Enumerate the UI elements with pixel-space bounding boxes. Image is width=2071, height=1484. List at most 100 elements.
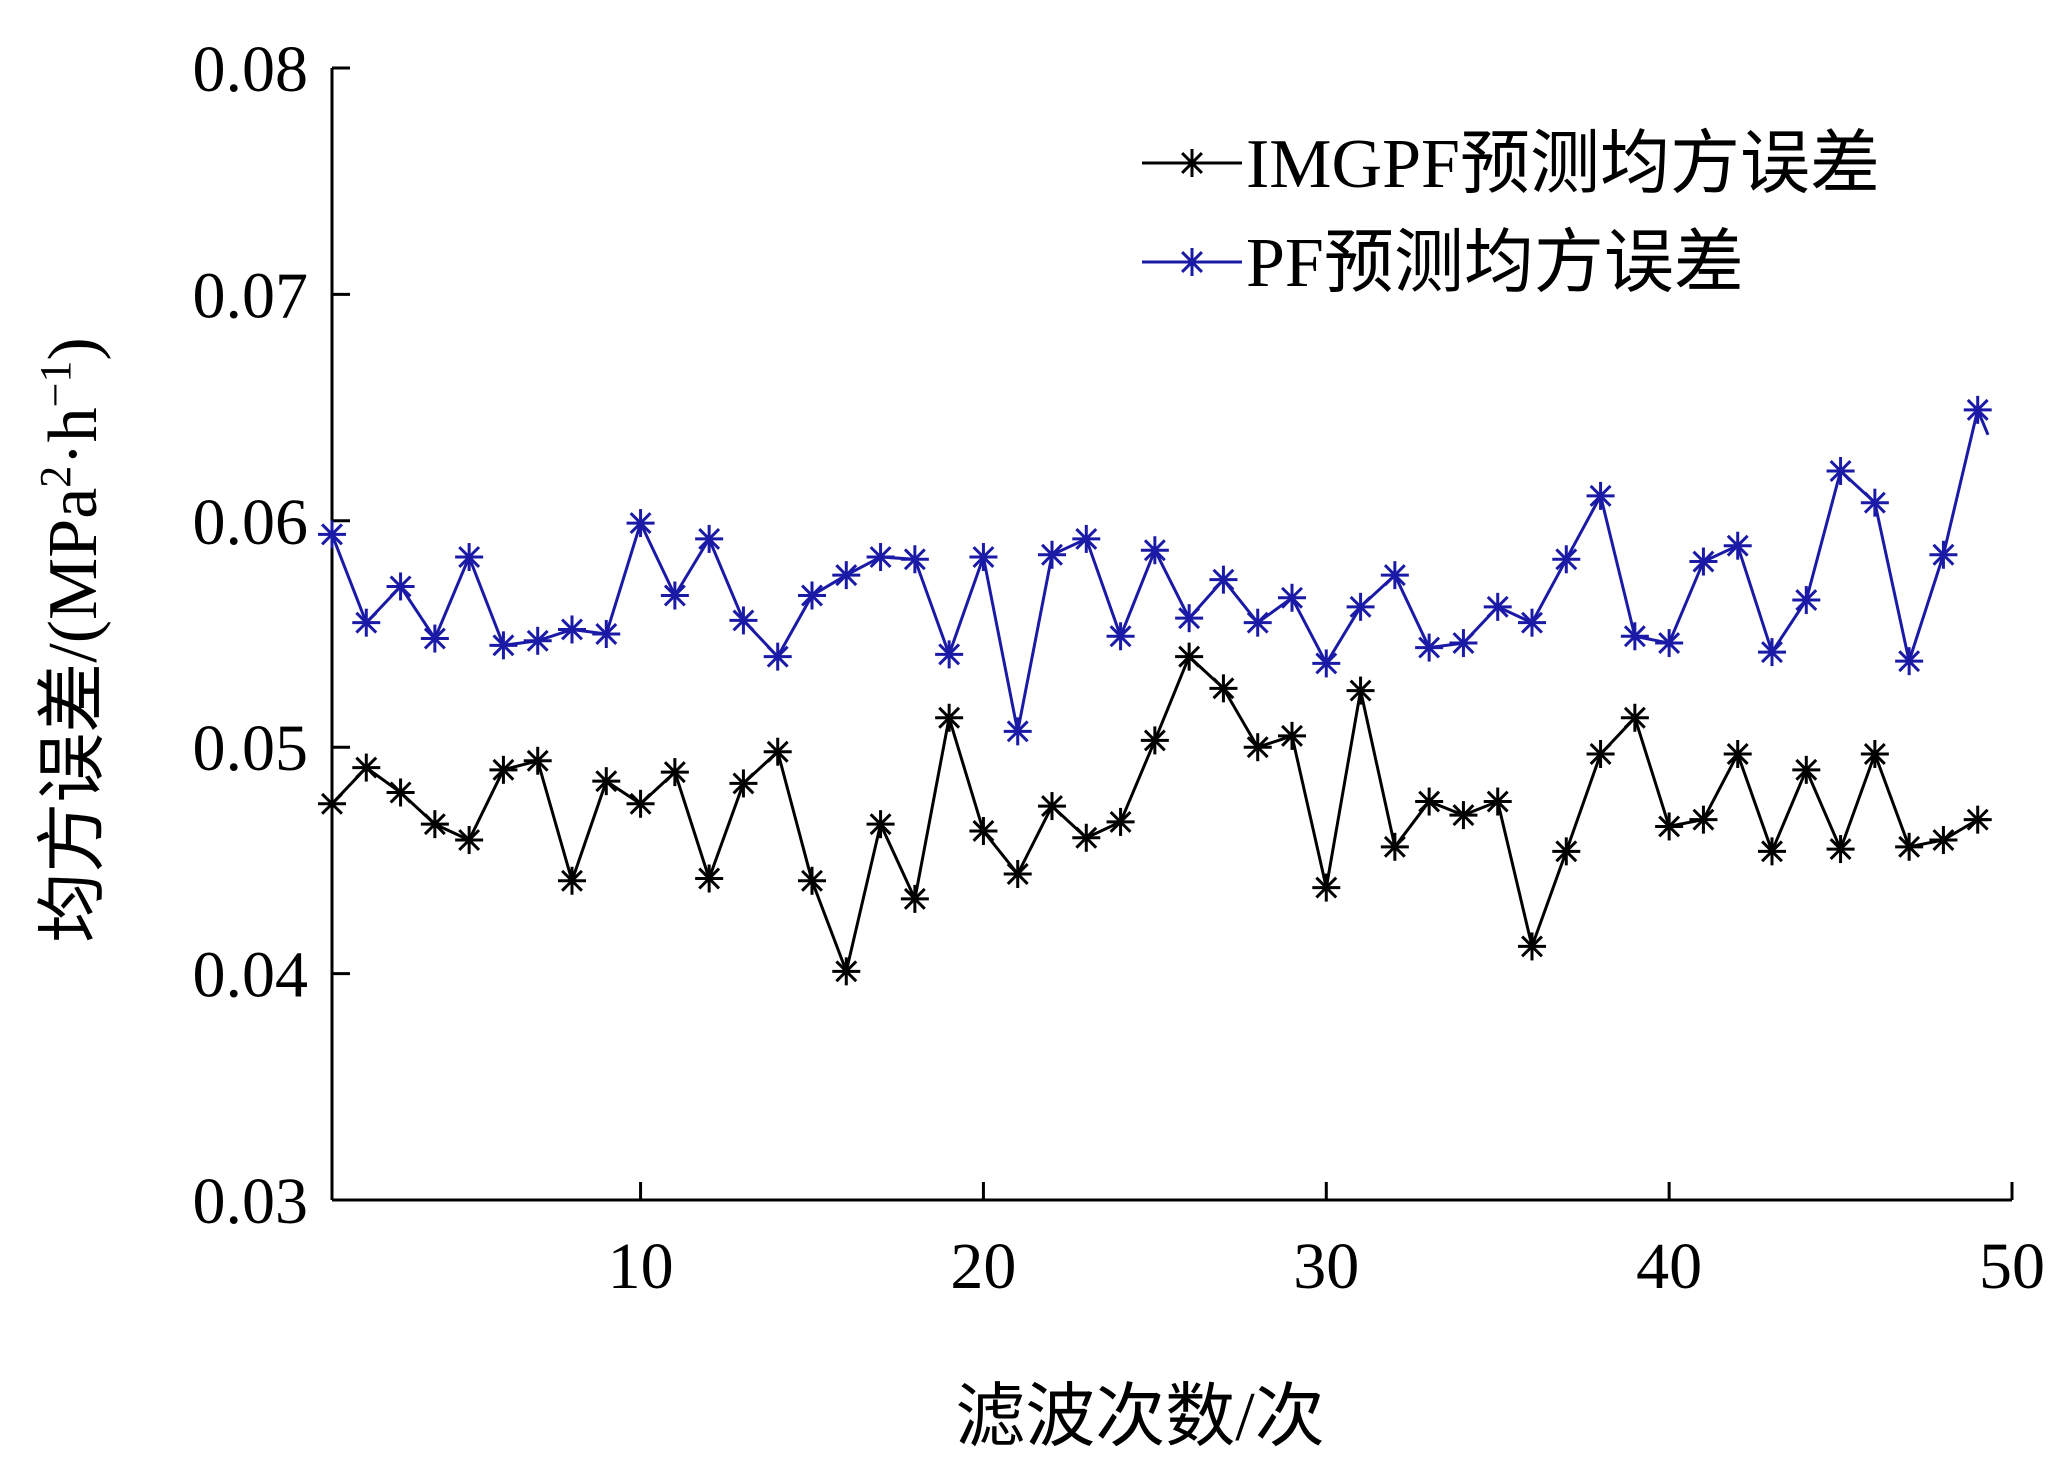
data-point <box>318 789 346 818</box>
data-point <box>832 561 861 590</box>
x-tick-label: 40 <box>1636 1230 1702 1303</box>
data-point <box>1552 545 1581 574</box>
y-axis-title-end: ) <box>35 337 112 360</box>
data-point <box>1860 488 1889 517</box>
data-point <box>1415 787 1444 816</box>
axis-ticks <box>332 66 2014 1202</box>
data-point <box>1758 837 1786 866</box>
data-point <box>1278 721 1306 750</box>
data-point <box>729 769 758 798</box>
legend-marker-pf <box>1178 248 1206 276</box>
data-point <box>558 866 586 895</box>
x-tick-label: 50 <box>1979 1230 2045 1303</box>
data-point <box>626 789 655 818</box>
x-tick-label: 10 <box>608 1230 674 1303</box>
data-point <box>1209 674 1238 703</box>
data-point <box>523 746 552 775</box>
data-point <box>1346 592 1375 621</box>
series-line <box>330 405 1990 732</box>
x-tick-label: 30 <box>1293 1230 1359 1303</box>
data-point <box>798 866 826 895</box>
data-point <box>1586 481 1615 510</box>
data-point <box>1723 531 1752 560</box>
data-point <box>969 816 998 845</box>
data-point <box>1689 805 1718 834</box>
axis-tick-labels: 0.03 0.04 0.05 0.06 0.07 0.08 10 20 30 40 50 <box>193 33 2046 1303</box>
data-point <box>1038 792 1066 821</box>
data-point <box>1312 873 1341 902</box>
data-point <box>1620 703 1649 732</box>
data-point <box>1038 540 1066 569</box>
data-point <box>1072 524 1101 553</box>
legend: IMGPF预测均方误差 PF预测均方误差 <box>1142 126 1880 302</box>
data-point <box>729 606 758 635</box>
y-tick-label: 0.04 <box>193 939 309 1012</box>
x-axis-title: 滤波次数/次 <box>955 1379 1324 1456</box>
data-point <box>900 884 929 913</box>
legend-entry-pf: PF预测均方误差 <box>1142 225 1744 302</box>
data-point <box>1929 540 1958 569</box>
data-point <box>352 753 381 782</box>
legend-marker-imgpf <box>1178 149 1206 177</box>
data-point <box>1175 604 1204 633</box>
legend-label-imgpf: IMGPF预测均方误差 <box>1246 126 1880 203</box>
data-point <box>352 608 381 637</box>
y-tick-label: 0.07 <box>193 259 309 332</box>
data-point <box>1140 536 1169 565</box>
data-point <box>318 520 346 549</box>
data-point <box>1380 561 1409 590</box>
data-point <box>935 703 964 732</box>
data-point <box>1586 739 1615 768</box>
data-point <box>866 810 895 839</box>
data-point <box>1140 726 1169 755</box>
data-point <box>420 624 449 653</box>
data-point <box>1518 932 1546 961</box>
data-point <box>1758 638 1786 667</box>
data-point <box>763 737 792 766</box>
y-axis-title-main: 均方误差/(MPa <box>35 488 112 943</box>
data-point <box>1552 837 1581 866</box>
data-point <box>455 826 484 855</box>
data-point <box>695 524 724 553</box>
data-point <box>1963 395 1992 424</box>
data-point <box>1415 633 1444 662</box>
data-point <box>935 640 964 669</box>
data-point <box>1895 832 1924 861</box>
data-point <box>489 755 518 784</box>
data-point <box>1929 826 1958 855</box>
data-point <box>1826 835 1855 864</box>
data-point <box>1449 801 1478 830</box>
legend-marker-star <box>1178 149 1206 177</box>
data-point <box>1963 805 1992 834</box>
data-point <box>1792 586 1821 615</box>
data-point <box>1483 787 1512 816</box>
y-tick-label: 0.05 <box>193 712 309 785</box>
data-point <box>420 810 449 839</box>
data-point <box>489 631 518 660</box>
data-point <box>695 864 724 893</box>
data-point <box>866 543 895 572</box>
data-point <box>1003 717 1032 746</box>
y-tick-label: 0.03 <box>193 1165 309 1238</box>
data-point <box>1689 547 1718 576</box>
data-point <box>1620 622 1649 651</box>
data-point <box>1518 608 1546 637</box>
data-point <box>900 545 929 574</box>
data-point <box>969 543 998 572</box>
data-point <box>1175 642 1204 671</box>
data-point <box>1449 629 1478 658</box>
y-axis-title: 均方误差/(MPa2·h−1) <box>31 337 112 942</box>
data-point <box>1792 755 1821 784</box>
data-point <box>1312 649 1341 678</box>
data-point <box>523 626 552 655</box>
data-point <box>1723 739 1752 768</box>
y-tick-label: 0.08 <box>193 33 309 106</box>
data-point <box>660 758 689 787</box>
data-point <box>1209 565 1238 594</box>
data-point <box>1278 583 1306 612</box>
data-point <box>1003 859 1032 888</box>
data-point <box>1655 629 1684 658</box>
data-point <box>1346 676 1375 705</box>
legend-entry-imgpf: IMGPF预测均方误差 <box>1142 126 1880 203</box>
